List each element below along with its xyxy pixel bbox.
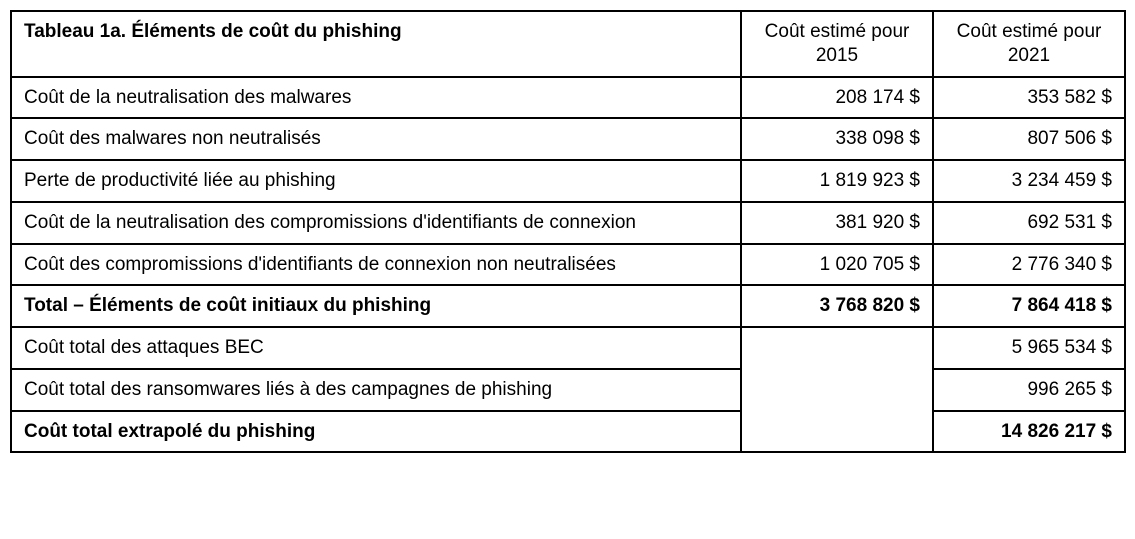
- row-label: Total – Éléments de coût initiaux du phi…: [11, 285, 741, 327]
- row-label: Coût des compromissions d'identifiants d…: [11, 244, 741, 286]
- row-value-2015: 3 768 820 $: [741, 285, 933, 327]
- col-header-2015: Coût estimé pour 2015: [741, 11, 933, 77]
- table-row: Coût total des ransomwares liés à des ca…: [11, 369, 1125, 411]
- table-row-subtotal: Total – Éléments de coût initiaux du phi…: [11, 285, 1125, 327]
- row-value-2021: 14 826 217 $: [933, 411, 1125, 453]
- row-value-2021: 2 776 340 $: [933, 244, 1125, 286]
- table-row: Coût total des attaques BEC 5 965 534 $: [11, 327, 1125, 369]
- row-value-2015: 1 819 923 $: [741, 160, 933, 202]
- row-label: Perte de productivité liée au phishing: [11, 160, 741, 202]
- row-value-2015: 1 020 705 $: [741, 244, 933, 286]
- table-row-total: Coût total extrapolé du phishing 14 826 …: [11, 411, 1125, 453]
- row-value-2021: 353 582 $: [933, 77, 1125, 119]
- row-value-2015: 338 098 $: [741, 118, 933, 160]
- row-label: Coût total extrapolé du phishing: [11, 411, 741, 453]
- table-row: Coût de la neutralisation des compromiss…: [11, 202, 1125, 244]
- table-row: Coût des compromissions d'identifiants d…: [11, 244, 1125, 286]
- col-header-2021: Coût estimé pour 2021: [933, 11, 1125, 77]
- table-row: Coût des malwares non neutralisés 338 09…: [11, 118, 1125, 160]
- row-label: Coût total des ransomwares liés à des ca…: [11, 369, 741, 411]
- row-value-2021: 5 965 534 $: [933, 327, 1125, 369]
- row-value-2015: 381 920 $: [741, 202, 933, 244]
- row-label: Coût total des attaques BEC: [11, 327, 741, 369]
- row-label: Coût des malwares non neutralisés: [11, 118, 741, 160]
- row-label: Coût de la neutralisation des compromiss…: [11, 202, 741, 244]
- table-title: Tableau 1a. Éléments de coût du phishing: [11, 11, 741, 77]
- row-value-2021: 3 234 459 $: [933, 160, 1125, 202]
- row-value-2015: 208 174 $: [741, 77, 933, 119]
- phishing-cost-table: Tableau 1a. Éléments de coût du phishing…: [10, 10, 1126, 453]
- table-header-row: Tableau 1a. Éléments de coût du phishing…: [11, 11, 1125, 77]
- table-row: Perte de productivité liée au phishing 1…: [11, 160, 1125, 202]
- row-value-2021: 996 265 $: [933, 369, 1125, 411]
- row-value-2021: 807 506 $: [933, 118, 1125, 160]
- row-value-2015-blank: [741, 327, 933, 452]
- row-value-2021: 692 531 $: [933, 202, 1125, 244]
- table-row: Coût de la neutralisation des malwares 2…: [11, 77, 1125, 119]
- table-container: Tableau 1a. Éléments de coût du phishing…: [10, 10, 1125, 453]
- row-label: Coût de la neutralisation des malwares: [11, 77, 741, 119]
- row-value-2021: 7 864 418 $: [933, 285, 1125, 327]
